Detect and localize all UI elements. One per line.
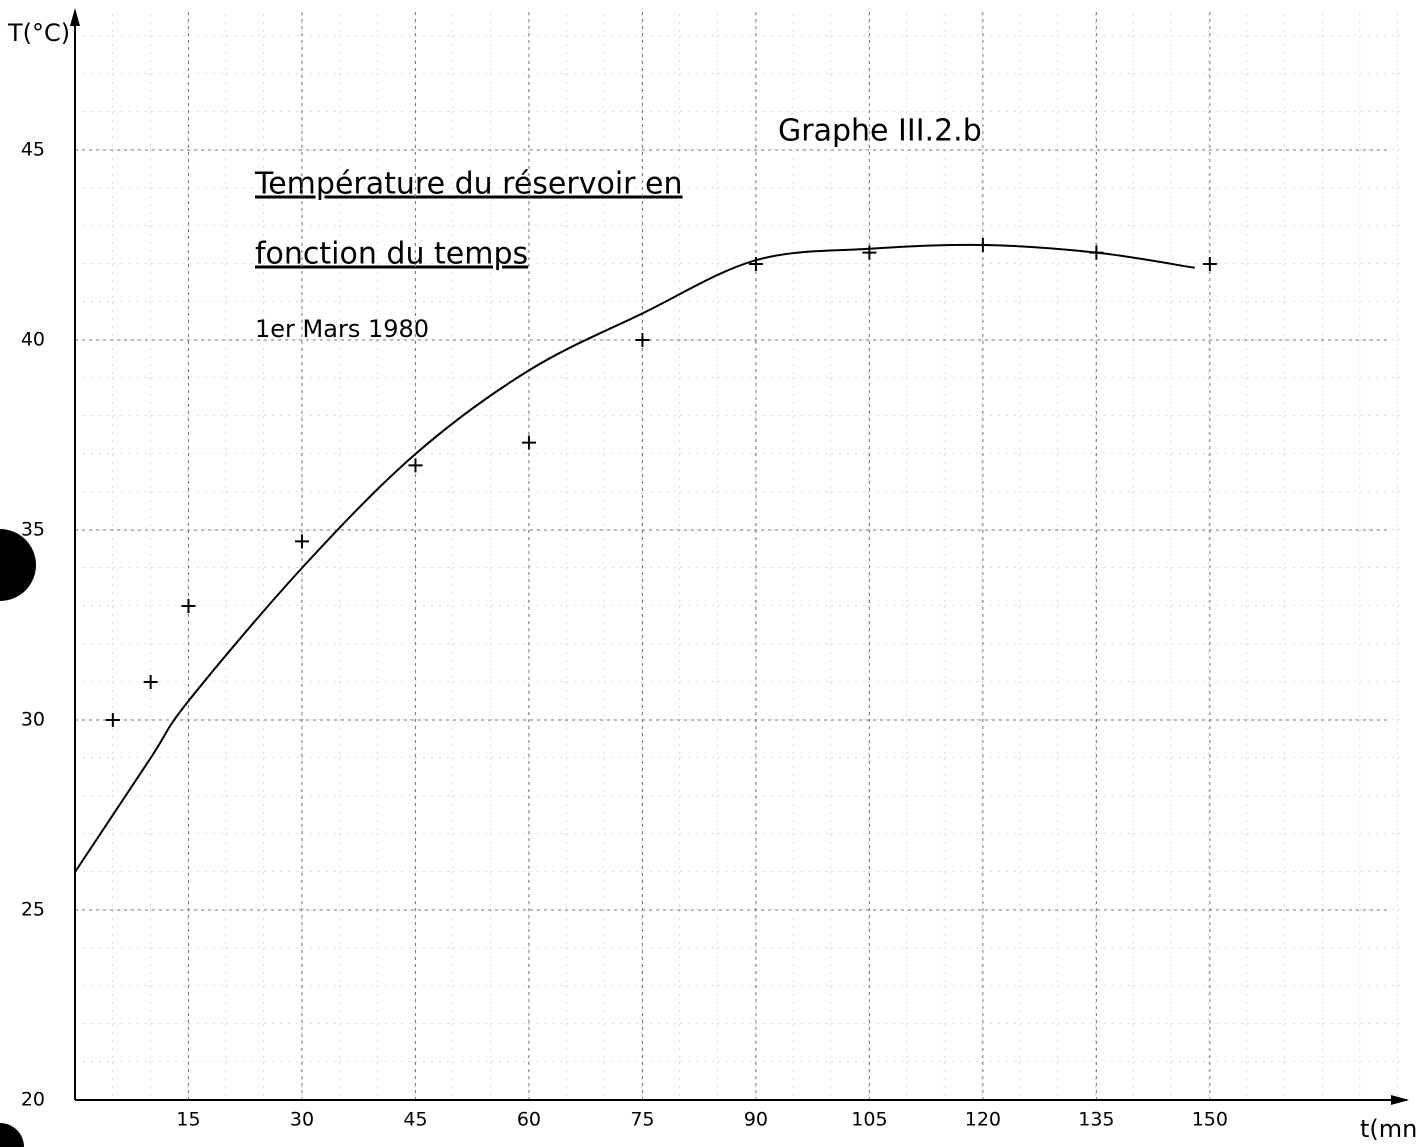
x-arrow <box>1391 1095 1409 1105</box>
x-tick-label: 45 <box>403 1109 427 1131</box>
x-tick-label: 90 <box>744 1109 768 1131</box>
data-point <box>1202 257 1217 271</box>
y-tick-label: 30 <box>21 709 45 731</box>
data-point <box>408 458 423 473</box>
punch-hole <box>0 529 36 601</box>
data-point <box>181 599 196 613</box>
punch-hole <box>0 1123 24 1147</box>
data-point <box>143 675 158 689</box>
data-point <box>294 534 309 549</box>
chart-title: fonction du temps <box>255 237 528 272</box>
x-tick-label: 150 <box>1192 1109 1228 1131</box>
x-tick-label: 105 <box>851 1109 887 1131</box>
x-axis-label: t(mn) <box>1360 1115 1418 1143</box>
y-tick-label: 35 <box>21 519 45 541</box>
x-tick-label: 135 <box>1078 1109 1114 1131</box>
y-tick-label: 45 <box>21 139 45 161</box>
y-tick-label: 40 <box>21 329 45 351</box>
data-point <box>105 713 120 727</box>
y-arrow <box>70 8 80 26</box>
chart-title: Température du réservoir en <box>254 167 683 202</box>
y-tick-label: 20 <box>21 1089 45 1111</box>
x-tick-label: 120 <box>965 1109 1001 1131</box>
data-point <box>521 435 536 450</box>
chart-subtitle: 1er Mars 1980 <box>255 315 429 343</box>
y-tick-label: 25 <box>21 899 45 921</box>
curve <box>74 243 1195 873</box>
x-tick-label: 30 <box>290 1109 314 1131</box>
minor-grid <box>75 10 1405 1100</box>
x-tick-label: 75 <box>630 1109 654 1131</box>
y-axis-label: T(°C) <box>7 19 70 47</box>
x-tick-label: 60 <box>517 1109 541 1131</box>
data-point <box>635 333 650 347</box>
annotation: Graphe III.2.b <box>778 114 982 149</box>
x-tick-label: 15 <box>176 1109 200 1131</box>
